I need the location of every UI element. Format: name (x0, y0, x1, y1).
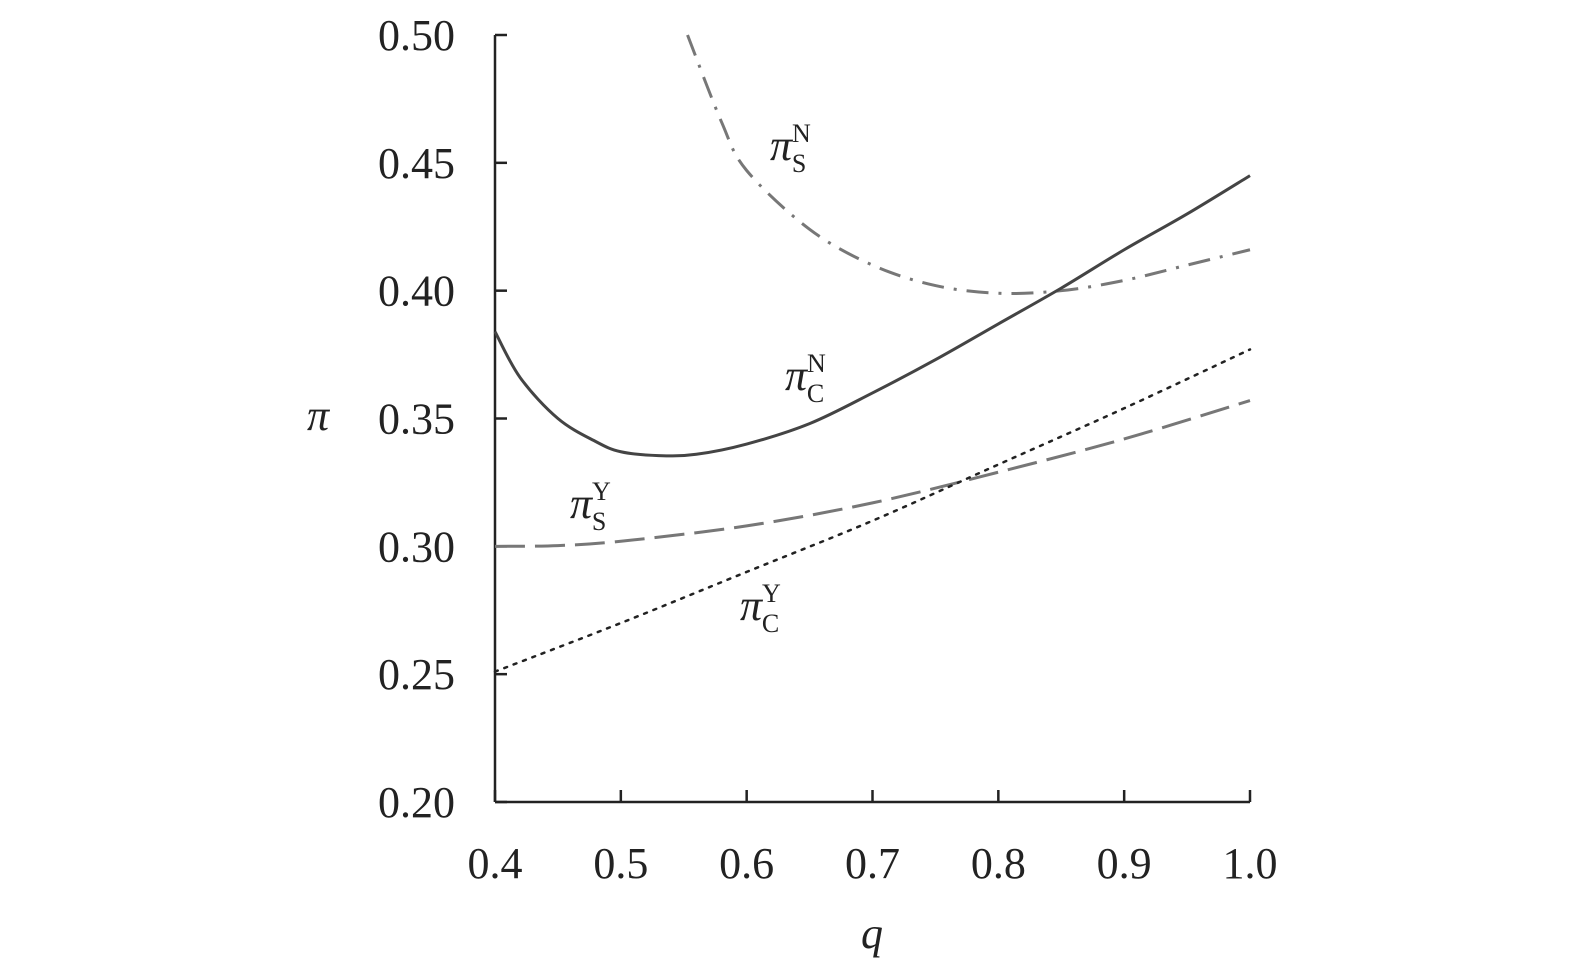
x-tick-label: 0.7 (845, 839, 900, 888)
x-tick-label: 0.9 (1097, 839, 1152, 888)
series-label: πY S (570, 477, 611, 536)
x-tick-label: 1.0 (1223, 839, 1278, 888)
series-label: πN C (785, 349, 826, 408)
series-line (493, 174, 1251, 458)
series-labels: πN S πN C πY S πY C (570, 119, 826, 638)
x-tick-label: 0.4 (468, 839, 523, 888)
y-tick-label: 0.25 (378, 650, 455, 699)
series-lines (493, 34, 1252, 673)
x-axis-label: q (861, 909, 883, 958)
y-axis-label: π (307, 391, 331, 440)
y-tick-label: 0.20 (378, 778, 455, 827)
y-tick-label: 0.35 (378, 395, 455, 444)
y-tick-label: 0.40 (378, 267, 455, 316)
y-tick-label: 0.45 (378, 139, 455, 188)
axes: 0.4 0.5 0.6 0.7 0.8 0.9 1.0 0.20 0.25 0.30 0.35 0.4… (378, 11, 1278, 888)
x-tick-label: 0.5 (593, 839, 648, 888)
series-label: πY C (740, 579, 781, 638)
series-line (494, 399, 1251, 548)
series-line (686, 34, 1251, 295)
y-tick-label: 0.30 (378, 522, 455, 571)
x-tick-label: 0.6 (719, 839, 774, 888)
series-line (493, 348, 1252, 673)
x-tick-label: 0.8 (971, 839, 1026, 888)
y-tick-label: 0.50 (378, 11, 455, 60)
series-label: πN S (770, 119, 811, 178)
